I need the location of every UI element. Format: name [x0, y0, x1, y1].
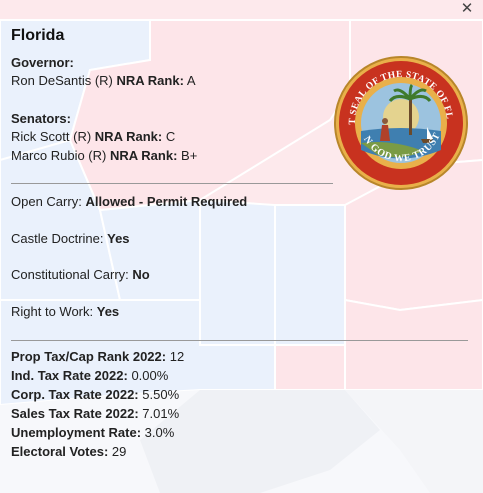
senator-name: Marco Rubio (R) [11, 148, 107, 163]
stat-row: Prop Tax/Cap Rank 2022: 12 [11, 349, 184, 364]
law-label: Open Carry: [11, 194, 82, 209]
senator-rank-label: NRA Rank: [109, 148, 178, 163]
senator-row: Rick Scott (R) NRA Rank: C [11, 129, 175, 144]
state-title: Florida [11, 27, 65, 44]
senator-rank-value: C [165, 129, 176, 144]
stat-label: Electoral Votes: [11, 444, 109, 459]
stat-row: Electoral Votes: 29 [11, 444, 126, 459]
law-value: No [132, 267, 150, 282]
senator-rank-label: NRA Rank: [94, 129, 163, 144]
stat-label: Sales Tax Rate 2022: [11, 406, 139, 421]
stat-value: 3.0% [144, 425, 175, 440]
stat-label: Prop Tax/Cap Rank 2022: [11, 349, 167, 364]
stat-label: Unemployment Rate: [11, 425, 142, 440]
law-value: Yes [107, 231, 130, 246]
stat-label: Ind. Tax Rate 2022: [11, 368, 128, 383]
law-row-right-to-work: Right to Work: Yes [11, 304, 119, 319]
law-label: Right to Work: [11, 304, 94, 319]
law-row-constitutional-carry: Constitutional Carry: No [11, 267, 150, 282]
divider [11, 340, 468, 341]
stat-value: 29 [111, 444, 127, 459]
governor-rank-value: A [186, 73, 196, 88]
governor-heading: Governor: [11, 55, 74, 70]
state-seal-image: GREAT SEAL OF THE STATE OF FLORIDA IN GO… [333, 55, 468, 190]
law-label: Constitutional Carry: [11, 267, 129, 282]
stat-value: 5.50% [142, 387, 180, 402]
law-label: Castle Doctrine: [11, 231, 104, 246]
law-row-castle-doctrine: Castle Doctrine: Yes [11, 231, 130, 246]
senator-name: Rick Scott (R) [11, 129, 92, 144]
governor-row: Ron DeSantis (R) NRA Rank: A [11, 73, 196, 88]
senators-heading: Senators: [11, 111, 71, 126]
stat-row: Corp. Tax Rate 2022: 5.50% [11, 387, 179, 402]
stat-value: 0.00% [131, 368, 169, 383]
stat-value: 7.01% [142, 406, 180, 421]
law-value: Yes [96, 304, 120, 319]
law-value: Allowed - Permit Required [85, 194, 248, 209]
stat-row: Ind. Tax Rate 2022: 0.00% [11, 368, 168, 383]
senator-rank-value: B+ [181, 148, 198, 163]
stat-label: Corp. Tax Rate 2022: [11, 387, 139, 402]
divider [11, 183, 333, 184]
stat-row: Unemployment Rate: 3.0% [11, 425, 174, 440]
governor-name: Ron DeSantis (R) [11, 73, 113, 88]
stat-row: Sales Tax Rate 2022: 7.01% [11, 406, 179, 421]
close-icon[interactable]: ✕ [460, 0, 474, 17]
law-row-open-carry: Open Carry: Allowed - Permit Required [11, 194, 247, 209]
stat-value: 12 [169, 349, 185, 364]
senator-row: Marco Rubio (R) NRA Rank: B+ [11, 148, 197, 163]
governor-rank-label: NRA Rank: [116, 73, 184, 88]
